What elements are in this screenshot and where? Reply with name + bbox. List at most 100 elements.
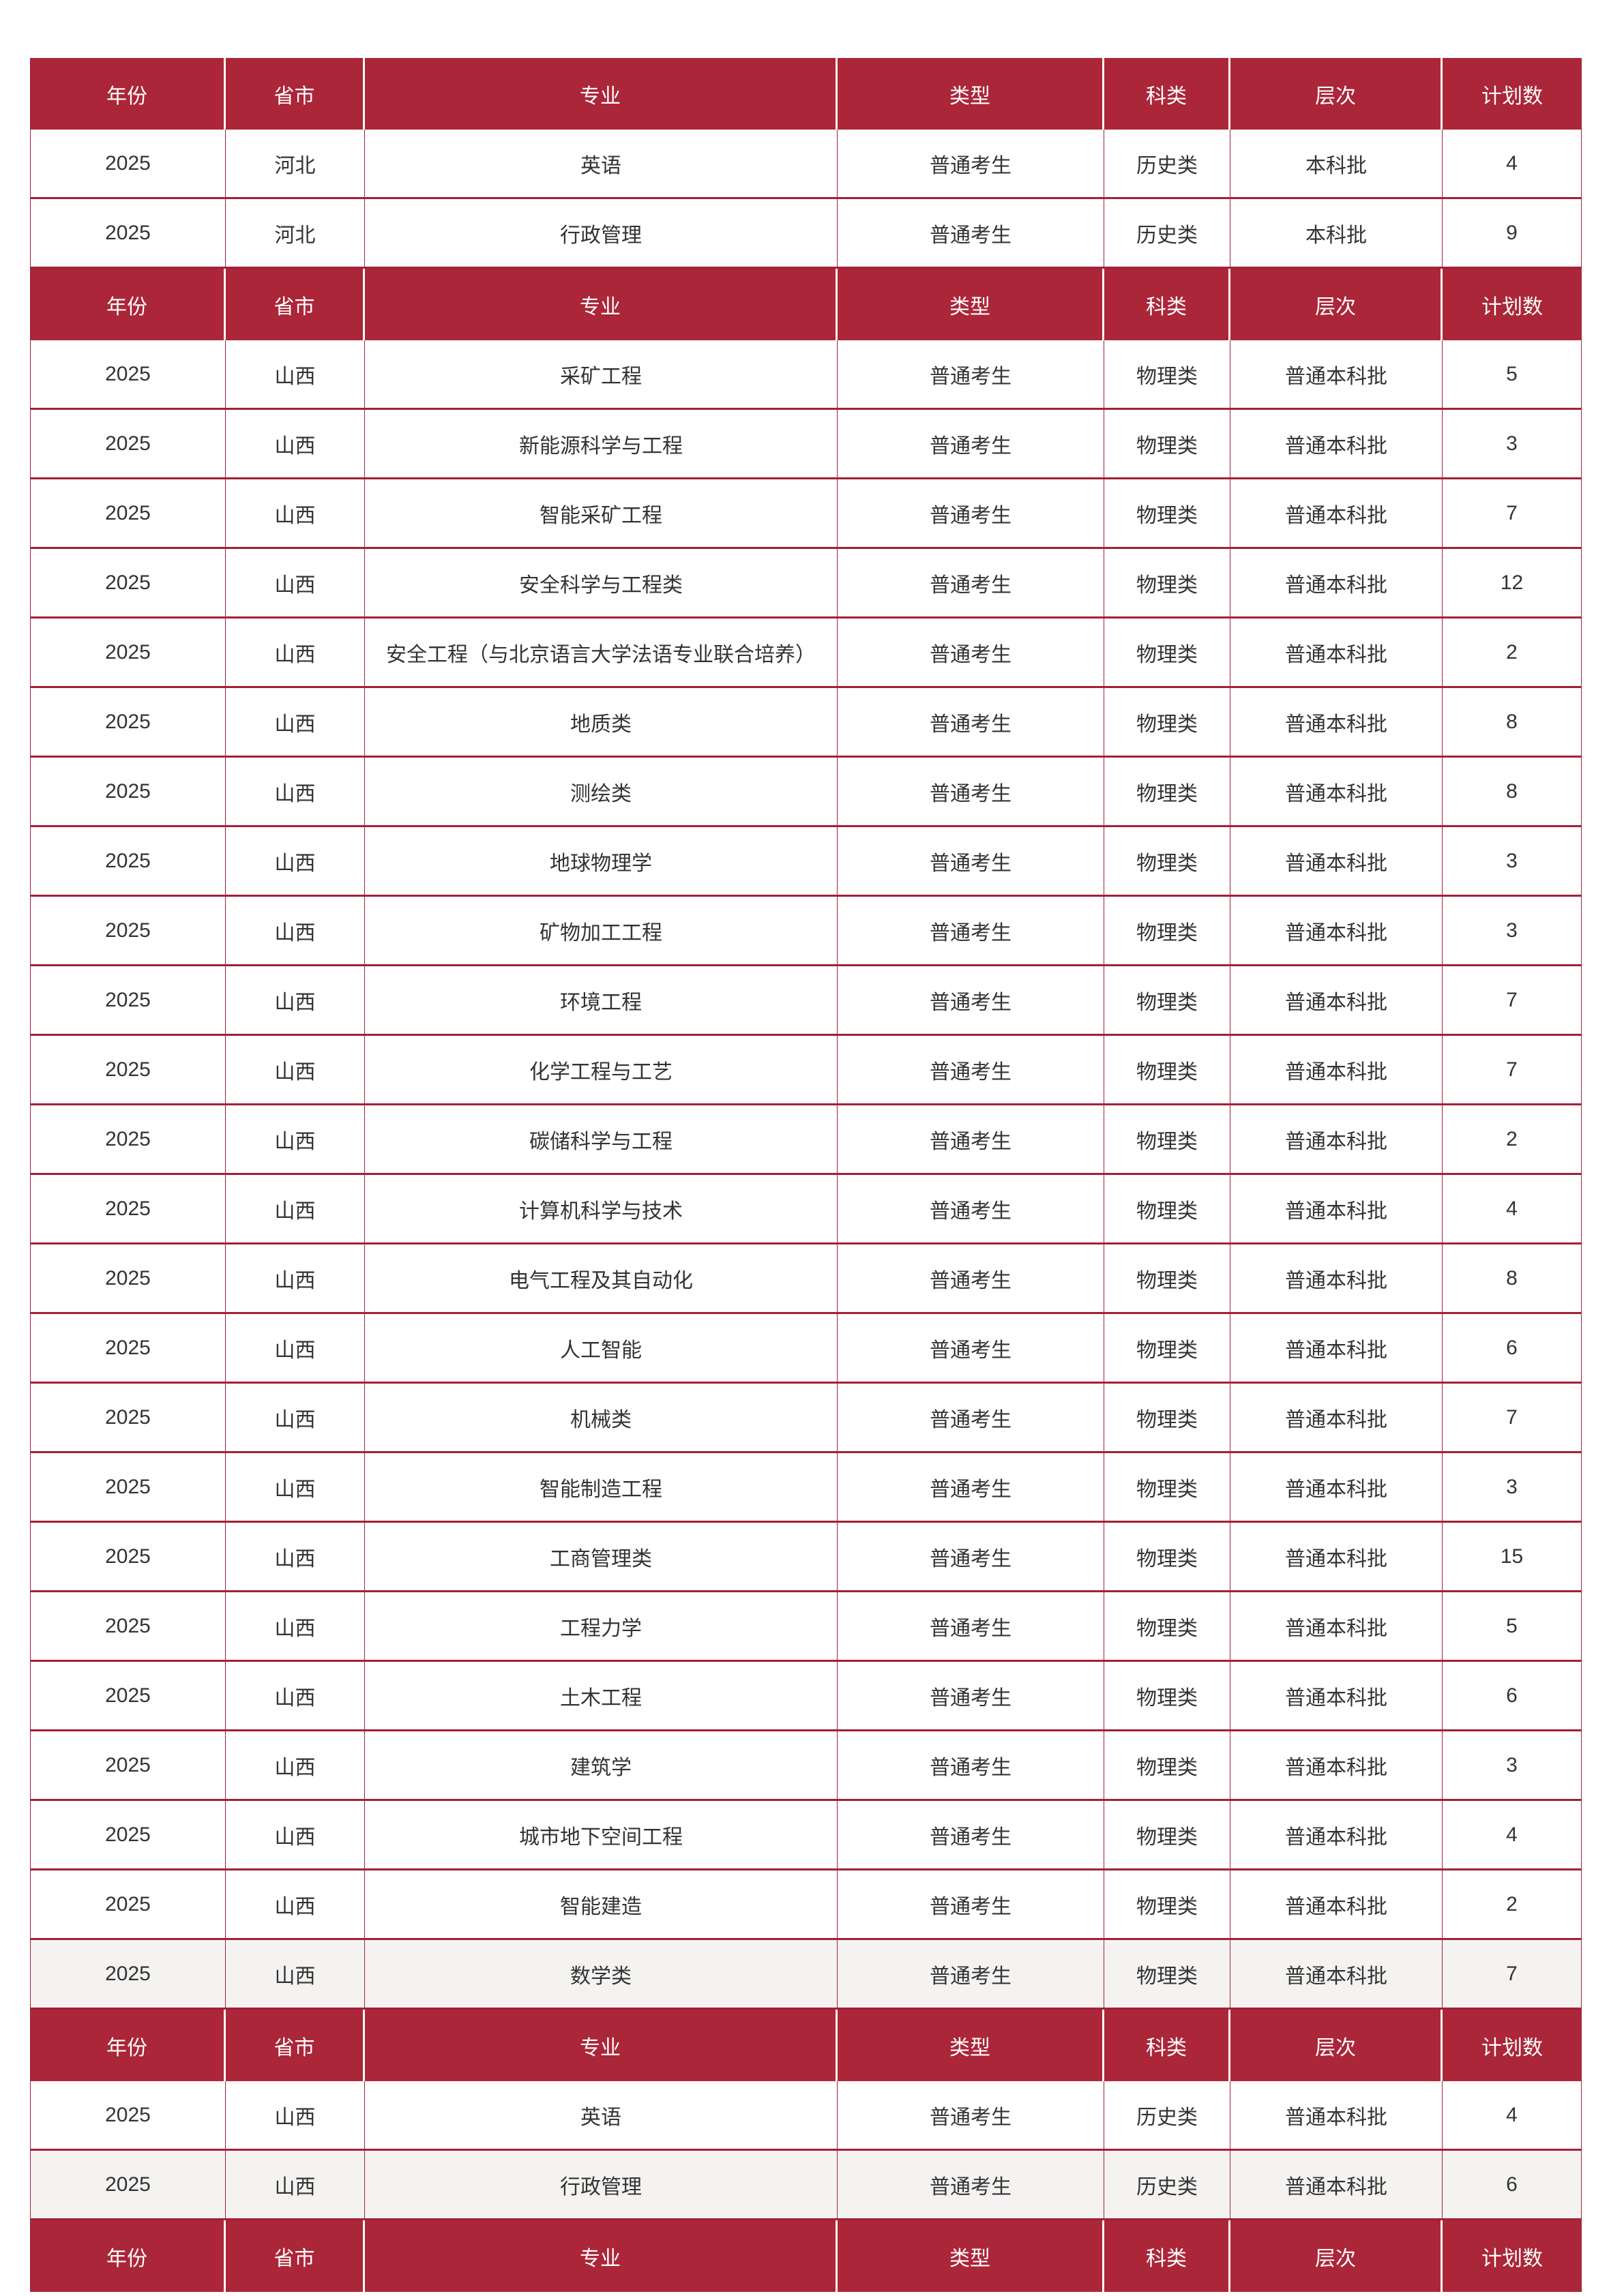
cell-major: 建筑学 (365, 1731, 838, 1799)
header-cell-type: 类型 (838, 2010, 1104, 2081)
cell-type: 普通考生 (838, 340, 1104, 408)
cell-type: 普通考生 (838, 1453, 1104, 1521)
cell-year: 2025 (30, 1384, 226, 1451)
cell-subject: 物理类 (1104, 410, 1230, 477)
cell-subject: 物理类 (1104, 1662, 1230, 1729)
cell-type: 普通考生 (838, 688, 1104, 756)
cell-year: 2025 (30, 2081, 226, 2149)
cell-plan: 15 (1443, 1523, 1582, 1590)
cell-province: 山西 (226, 1523, 365, 1590)
cell-level: 普通本科批 (1230, 1036, 1443, 1103)
cell-year: 2025 (30, 410, 226, 477)
cell-subject: 物理类 (1104, 758, 1230, 825)
header-cell-plan: 计划数 (1481, 2247, 1543, 2270)
cell-plan: 4 (1443, 1801, 1582, 1868)
cell-plan: 3 (1443, 1731, 1582, 1799)
cell-type: 普通考生 (838, 2151, 1104, 2218)
cell-province: 山西 (226, 827, 365, 895)
cell-plan: 2 (1443, 618, 1582, 686)
table-row: 2025 山西 土木工程 普通考生 物理类 普通本科批 6 (30, 1662, 1582, 1731)
plan-table: 年份 省市 专业 类型 科类 层次 计划数 2025 河北 英语 普通考生 历史类 本科批 4 2025 河北… (30, 58, 1582, 2292)
cell-type: 普通考生 (838, 1870, 1104, 1938)
cell-plan: 8 (1443, 1244, 1582, 1312)
cell-plan: 5 (1443, 1592, 1582, 1660)
cell-level: 普通本科批 (1230, 1384, 1443, 1451)
cell-level: 普通本科批 (1230, 966, 1443, 1034)
cell-level: 本科批 (1230, 199, 1443, 267)
cell-level: 普通本科批 (1230, 1314, 1443, 1382)
cell-year: 2025 (30, 1175, 226, 1242)
header-cell-province: 省市 (226, 2010, 365, 2081)
cell-year: 2025 (30, 758, 226, 825)
cell-level: 普通本科批 (1230, 1244, 1443, 1312)
cell-subject: 物理类 (1104, 688, 1230, 756)
cell-subject: 历史类 (1104, 2151, 1230, 2218)
cell-subject: 物理类 (1104, 1940, 1230, 2008)
cell-year: 2025 (30, 1523, 226, 1590)
header-cell-level: 层次 (1230, 58, 1443, 130)
cell-plan: 6 (1443, 2151, 1582, 2218)
cell-type: 普通考生 (838, 618, 1104, 686)
cell-type: 普通考生 (838, 897, 1104, 964)
cell-plan: 8 (1443, 758, 1582, 825)
cell-province: 山西 (226, 1592, 365, 1660)
cell-major: 新能源科学与工程 (365, 410, 838, 477)
cell-year: 2025 (30, 827, 226, 895)
cell-province: 山西 (226, 1244, 365, 1312)
cell-level: 普通本科批 (1230, 410, 1443, 477)
cell-plan: 3 (1443, 827, 1582, 895)
cell-subject: 历史类 (1104, 130, 1230, 197)
cell-major: 城市地下空间工程 (365, 1801, 838, 1868)
cell-plan: 6 (1443, 1662, 1582, 1729)
header-cell-major: 专业 (365, 2010, 838, 2081)
cell-level: 普通本科批 (1230, 618, 1443, 686)
cell-major: 地球物理学 (365, 827, 838, 895)
cell-type: 普通考生 (838, 1244, 1104, 1312)
cell-subject: 物理类 (1104, 1453, 1230, 1521)
cell-province: 山西 (226, 2081, 365, 2149)
cell-subject: 物理类 (1104, 1592, 1230, 1660)
cell-province: 山西 (226, 479, 365, 547)
cell-type: 普通考生 (838, 1731, 1104, 1799)
header-cell-major: 专业 (365, 2220, 838, 2292)
cell-plan: 5 (1443, 340, 1582, 408)
cell-level: 普通本科批 (1230, 758, 1443, 825)
cell-level: 普通本科批 (1230, 1870, 1443, 1938)
cell-major: 智能采矿工程 (365, 479, 838, 547)
cell-plan: 7 (1443, 966, 1582, 1034)
cell-level: 普通本科批 (1230, 1801, 1443, 1868)
table-row: 2025 山西 地质类 普通考生 物理类 普通本科批 8 (30, 688, 1582, 758)
cell-level: 普通本科批 (1230, 827, 1443, 895)
table-row: 2025 山西 碳储科学与工程 普通考生 物理类 普通本科批 2 (30, 1105, 1582, 1175)
cell-plan: 4 (1443, 2081, 1582, 2149)
cell-year: 2025 (30, 479, 226, 547)
cell-type: 普通考生 (838, 410, 1104, 477)
cell-plan: 4 (1443, 130, 1582, 197)
cell-subject: 物理类 (1104, 1731, 1230, 1799)
table-row: 2025 山西 电气工程及其自动化 普通考生 物理类 普通本科批 8 (30, 1244, 1582, 1314)
header-cell-plan: 计划数 (1481, 85, 1543, 108)
cell-subject: 物理类 (1104, 618, 1230, 686)
table-row: 2025 山西 新能源科学与工程 普通考生 物理类 普通本科批 3 (30, 410, 1582, 479)
cell-level: 普通本科批 (1230, 1662, 1443, 1729)
cell-level: 普通本科批 (1230, 1105, 1443, 1173)
cell-major: 电气工程及其自动化 (365, 1244, 838, 1312)
cell-type: 普通考生 (838, 2081, 1104, 2149)
cell-major: 行政管理 (365, 2151, 838, 2218)
cell-year: 2025 (30, 1731, 226, 1799)
cell-subject: 物理类 (1104, 479, 1230, 547)
cell-major: 化学工程与工艺 (365, 1036, 838, 1103)
cell-type: 普通考生 (838, 1384, 1104, 1451)
header-cell-level: 层次 (1230, 2220, 1443, 2292)
cell-province: 山西 (226, 1870, 365, 1938)
cell-province: 山西 (226, 1036, 365, 1103)
cell-major: 地质类 (365, 688, 838, 756)
table-row: 2025 山西 城市地下空间工程 普通考生 物理类 普通本科批 4 (30, 1801, 1582, 1870)
table-row: 2025 山西 安全工程（与北京语言大学法语专业联合培养） 普通考生 物理类 普通本科批 2 (30, 618, 1582, 688)
cell-year: 2025 (30, 2151, 226, 2218)
cell-year: 2025 (30, 1036, 226, 1103)
table-row: 2025 山西 地球物理学 普通考生 物理类 普通本科批 3 (30, 827, 1582, 897)
cell-subject: 物理类 (1104, 340, 1230, 408)
cell-province: 山西 (226, 1731, 365, 1799)
cell-major: 智能建造 (365, 1870, 838, 1938)
